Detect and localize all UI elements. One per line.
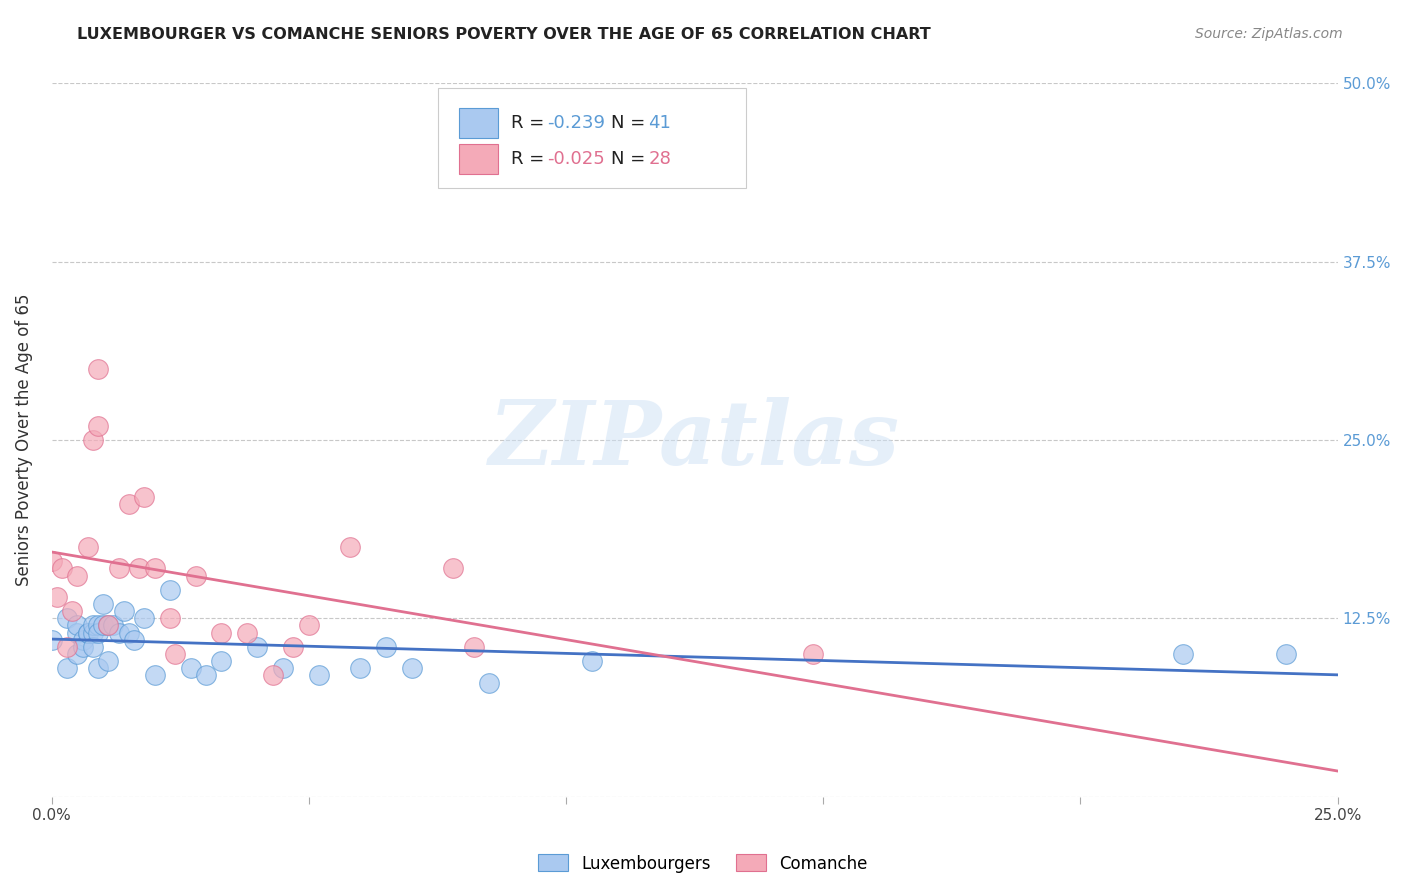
Point (91, 618, 114, 632)
Point (246, 640, 269, 654)
Point (41, 632, 63, 647)
Text: ZIPatlas: ZIPatlas (489, 397, 900, 483)
Point (97, 654, 120, 668)
Point (66, 568, 89, 582)
Point (211, 625, 233, 640)
Point (87, 418, 110, 433)
Point (143, 668, 166, 682)
Point (107, 625, 129, 640)
Point (122, 632, 145, 647)
Point (82, 640, 104, 654)
Point (72, 640, 94, 654)
Point (159, 582, 181, 597)
Point (159, 611, 181, 625)
Text: -0.025: -0.025 (547, 150, 605, 168)
Point (56, 640, 79, 654)
Point (211, 654, 233, 668)
Point (134, 490, 156, 504)
Point (184, 568, 207, 582)
Text: R =: R = (510, 150, 550, 168)
Point (441, 561, 464, 575)
Text: LUXEMBOURGER VS COMANCHE SENIORS POVERTY OVER THE AGE OF 65 CORRELATION CHART: LUXEMBOURGER VS COMANCHE SENIORS POVERTY… (77, 27, 931, 42)
Point (1173, 647, 1195, 661)
Point (401, 661, 423, 675)
Point (87, 661, 110, 675)
Text: 41: 41 (648, 114, 671, 132)
Text: N =: N = (612, 114, 651, 132)
Point (87, 361, 110, 376)
Point (349, 661, 371, 675)
Point (195, 668, 218, 682)
Point (60, 604, 83, 618)
Point (76, 540, 98, 554)
Point (87, 618, 110, 632)
Text: R =: R = (510, 114, 550, 132)
Y-axis label: Seniors Poverty Over the Age of 65: Seniors Poverty Over the Age of 65 (15, 293, 32, 586)
Point (51, 561, 73, 575)
Point (112, 604, 135, 618)
Legend: Luxembourgers, Comanche: Luxembourgers, Comanche (531, 847, 875, 880)
Point (82, 618, 104, 632)
Text: Source: ZipAtlas.com: Source: ZipAtlas.com (1195, 27, 1343, 41)
Point (45, 590, 67, 604)
Point (56, 611, 79, 625)
Point (262, 668, 284, 682)
Point (375, 640, 398, 654)
FancyBboxPatch shape (437, 88, 747, 188)
Point (87, 625, 110, 640)
Point (103, 618, 125, 632)
FancyBboxPatch shape (460, 109, 498, 138)
Point (165, 647, 187, 661)
Point (107, 561, 129, 575)
Point (581, 654, 603, 668)
Point (82, 433, 104, 447)
Point (128, 561, 150, 575)
Point (66, 625, 89, 640)
Point (76, 625, 98, 640)
Point (463, 640, 485, 654)
Point (66, 618, 89, 632)
Point (1275, 647, 1298, 661)
Point (283, 640, 305, 654)
Point (801, 647, 824, 661)
Point (91, 597, 114, 611)
Point (97, 618, 120, 632)
Point (118, 497, 141, 511)
Point (339, 540, 361, 554)
Point (180, 661, 202, 675)
Point (82, 625, 104, 640)
Point (298, 618, 321, 632)
Point (236, 625, 259, 640)
Point (271, 661, 294, 675)
Point (134, 611, 156, 625)
Point (308, 668, 330, 682)
Point (118, 625, 141, 640)
Point (143, 561, 166, 575)
Point (56, 661, 79, 675)
FancyBboxPatch shape (460, 145, 498, 174)
Text: -0.239: -0.239 (547, 114, 605, 132)
Point (41, 554, 63, 568)
Point (66, 647, 89, 661)
Point (97, 618, 120, 632)
Point (72, 632, 94, 647)
Point (478, 675, 501, 690)
Point (76, 625, 98, 640)
Text: N =: N = (612, 150, 651, 168)
Text: 28: 28 (648, 150, 671, 168)
